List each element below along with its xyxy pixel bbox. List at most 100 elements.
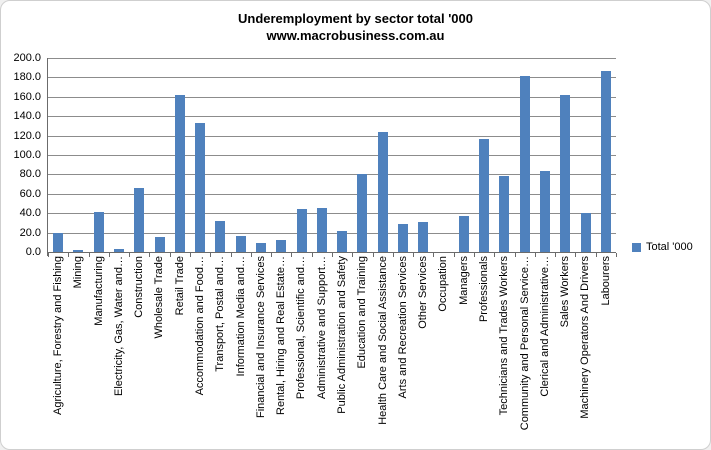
bar: [560, 95, 570, 252]
gridline: [48, 97, 616, 98]
gridline: [48, 116, 616, 117]
gridline: [48, 194, 616, 195]
x-axis-tick: [433, 253, 434, 257]
x-axis-label-cell: Technicians and Trades Workers: [494, 256, 515, 448]
x-axis-label-cell: Electricity, Gas, Water and…: [109, 256, 130, 448]
x-axis-tick: [291, 253, 292, 257]
x-axis-label-cell: Retail Trade: [170, 256, 191, 448]
x-axis-label: Arts and Recreation Services: [397, 256, 409, 399]
x-axis-label-cell: Occupation: [433, 256, 454, 448]
x-axis-label-cell: Health Care and Social Assistance: [373, 256, 394, 448]
x-axis-tick: [616, 253, 617, 257]
x-axis-tick: [373, 253, 374, 257]
bar: [317, 208, 327, 252]
bar: [378, 132, 388, 252]
y-axis-tick-label: 100.0: [13, 149, 41, 161]
gridline: [48, 136, 616, 137]
x-axis-label-cell: Clerical and Administrative…: [535, 256, 556, 448]
x-axis-label: Manufacturing: [93, 256, 105, 326]
bar: [418, 222, 428, 252]
x-axis-tick: [149, 253, 150, 257]
gridline: [48, 58, 616, 59]
legend: Total '000: [632, 241, 693, 253]
x-axis-tick: [129, 253, 130, 257]
bar: [53, 233, 63, 252]
x-axis-tick: [494, 253, 495, 257]
x-axis-tick: [596, 253, 597, 257]
y-axis-tick-label: 60.0: [19, 188, 41, 200]
x-axis-label: Financial and Insurance Services: [255, 256, 267, 419]
x-axis-tick: [231, 253, 232, 257]
x-axis-tick: [393, 253, 394, 257]
x-axis-tick: [190, 253, 191, 257]
x-axis-label-cell: Administrative and Support…: [312, 256, 333, 448]
x-axis-tick: [251, 253, 252, 257]
x-axis-tick: [515, 253, 516, 257]
x-axis-label: Managers: [458, 256, 470, 305]
title-block: Underemployment by sector total '000 www…: [1, 10, 710, 44]
x-axis-label: Accommodation and Food…: [194, 256, 206, 396]
y-axis-tick-label: 140.0: [13, 110, 41, 122]
x-axis-label: Public Administration and Safety: [336, 256, 348, 414]
bar: [581, 213, 591, 252]
x-axis-label: Community and Personal Service…: [519, 256, 531, 431]
x-axis-label-cell: Professionals: [474, 256, 495, 448]
x-axis-label-cell: Professional, Scientific and…: [291, 256, 312, 448]
bar: [499, 176, 509, 252]
gridline: [48, 77, 616, 78]
x-axis-label: Rental, Hiring and Real Estate…: [275, 256, 287, 415]
x-axis-label-cell: Manufacturing: [89, 256, 110, 448]
bar: [540, 171, 550, 252]
y-axis-tick-label: 120.0: [13, 130, 41, 142]
bar: [215, 221, 225, 252]
gridline: [48, 155, 616, 156]
x-axis-tick: [48, 253, 49, 257]
x-axis-label-cell: Financial and Insurance Services: [251, 256, 272, 448]
x-axis-label-cell: Information Media and…: [231, 256, 252, 448]
x-axis-label: Other Services: [417, 256, 429, 329]
y-axis-tick-label: 0.0: [25, 246, 41, 258]
y-axis-line: [47, 58, 48, 256]
y-axis-tick-label: 180.0: [13, 71, 41, 83]
x-axis-label-cell: Agriculture, Forestry and Fishing: [48, 256, 69, 448]
bar: [459, 216, 469, 252]
legend-label: Total '000: [646, 241, 693, 253]
gridline: [48, 213, 616, 214]
y-axis-tick-label: 80.0: [19, 168, 41, 180]
x-axis-label-cell: Sales Workers: [555, 256, 576, 448]
x-axis-label-cell: Machinery Operators And Drivers: [575, 256, 596, 448]
bar: [94, 212, 104, 252]
x-axis-tick: [68, 253, 69, 257]
x-axis-tick: [454, 253, 455, 257]
x-axis-tick: [210, 253, 211, 257]
x-axis-tick: [109, 253, 110, 257]
x-axis-label: Information Media and…: [235, 256, 247, 377]
x-axis-label-cell: Rental, Hiring and Real Estate…: [271, 256, 292, 448]
x-axis-tick: [535, 253, 536, 257]
x-axis-label-cell: Community and Personal Service…: [515, 256, 536, 448]
x-axis-tick: [170, 253, 171, 257]
x-axis-label: Clerical and Administrative…: [539, 256, 551, 397]
bar: [134, 188, 144, 252]
bar: [297, 209, 307, 252]
x-axis-label: Construction: [133, 256, 145, 318]
bar: [601, 71, 611, 252]
x-axis-line: [48, 252, 616, 253]
x-axis-tick: [271, 253, 272, 257]
gridline: [48, 233, 616, 234]
x-axis-label: Administrative and Support…: [316, 256, 328, 400]
legend-swatch: [632, 242, 641, 252]
x-axis-label: Technicians and Trades Workers: [498, 256, 510, 416]
x-axis-label: Sales Workers: [559, 256, 571, 328]
x-axis-label: Wholesale Trade: [153, 256, 165, 339]
bar: [175, 95, 185, 252]
x-axis-tick: [89, 253, 90, 257]
chart-title: Underemployment by sector total '000: [238, 11, 473, 26]
x-axis-label: Professional, Scientific and…: [295, 256, 307, 400]
x-axis-label-cell: Accommodation and Food…: [190, 256, 211, 448]
y-axis-tick-label: 200.0: [13, 52, 41, 64]
x-axis-label: Labourers: [600, 256, 612, 306]
bar: [155, 237, 165, 252]
bar: [398, 224, 408, 252]
x-axis-tick: [312, 253, 313, 257]
